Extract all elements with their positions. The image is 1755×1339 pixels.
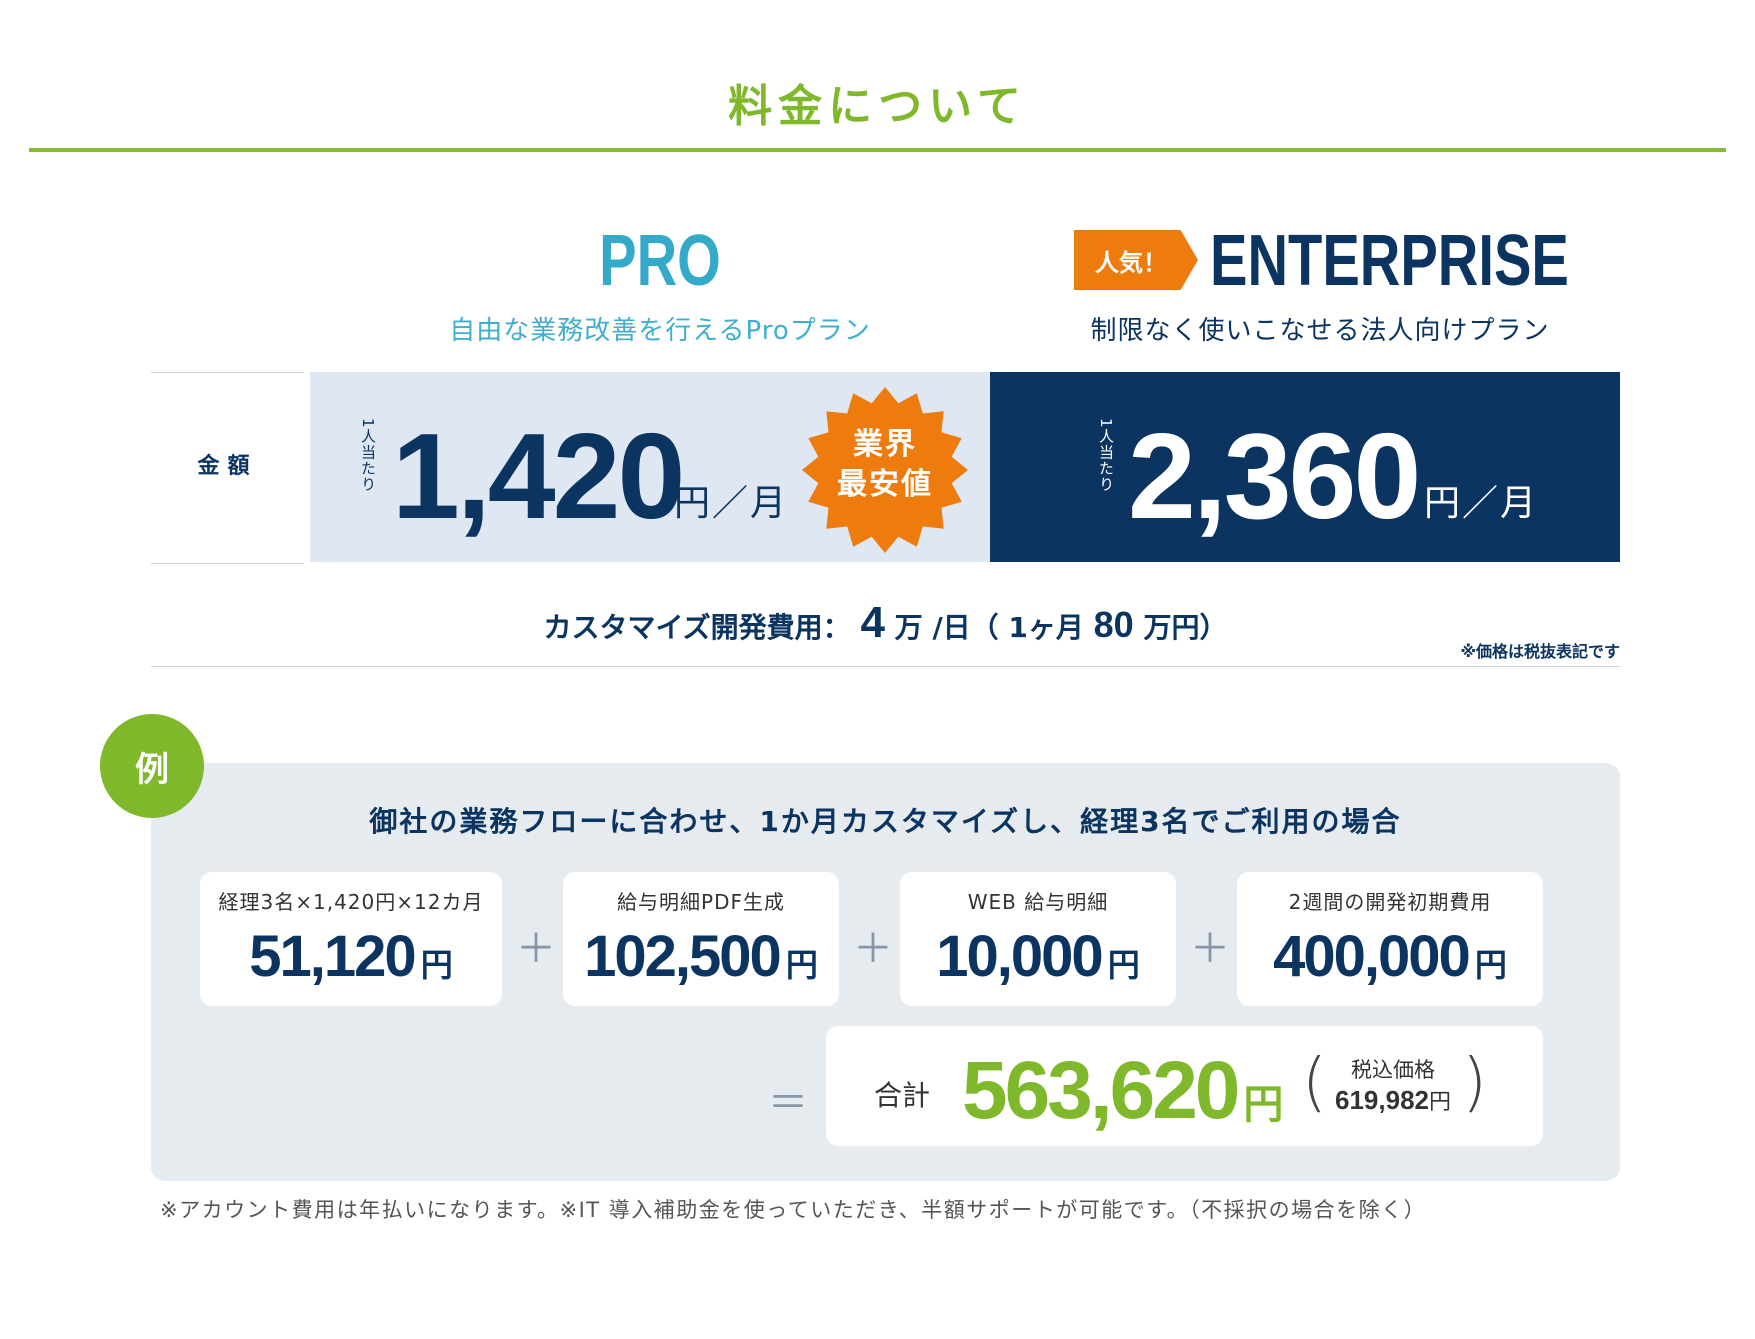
total-label: 合計 (874, 1079, 931, 1112)
item-unit: 円 (1474, 947, 1507, 983)
item-unit: 円 (785, 947, 818, 983)
close-paren: ) (1462, 1046, 1487, 1120)
plus-sign: ＋ (516, 926, 556, 972)
enterprise-per-person-label: 1人当たり (1097, 418, 1115, 493)
price-row-label: 金額 (197, 454, 258, 479)
tax-note: ※価格は税抜表記です (1460, 642, 1620, 661)
tax-included-value: 619,982円 (1328, 1084, 1458, 1116)
pro-price-unit: 円／月 (674, 483, 789, 524)
row-divider-bottom (151, 563, 304, 564)
open-paren: ( (1302, 1046, 1327, 1120)
total-amount: 563,620 (962, 1045, 1240, 1136)
plus-sign: ＋ (853, 926, 893, 972)
customize-cost-line: カスタマイズ開発費用： 4 万 /日（ 1ヶ月 80 万円） (151, 598, 1620, 648)
customize-month-prefix: 1ヶ月 (1008, 611, 1084, 644)
equals-sign: ＝ (768, 1080, 808, 1126)
total-card (826, 1026, 1543, 1146)
item-value: 400,000 円 (1237, 923, 1543, 990)
total-unit: 円 (1243, 1083, 1284, 1127)
item-unit: 円 (1107, 947, 1140, 983)
example-item-card: 2週間の開発初期費用 400,000 円 (1237, 872, 1543, 1006)
item-amount: 10,000 (936, 924, 1103, 989)
example-item-card: 経理3名×1,420円×12カ月 51,120 円 (200, 872, 502, 1006)
lowest-price-badge-text: 業界 最安値 (800, 425, 970, 505)
example-badge: 例 (100, 714, 204, 818)
item-label: 給与明細PDF生成 (617, 890, 785, 914)
item-label: 経理3名×1,420円×12カ月 (218, 890, 484, 914)
pro-plan-name: PRO (599, 221, 721, 301)
item-label: 2週間の開発初期費用 (1288, 890, 1492, 914)
customize-month-unit: 万円） (1143, 611, 1228, 644)
pro-plan-subtitle: 自由な業務改善を行えるProプラン (449, 316, 871, 346)
customize-per-day: /日（ (932, 611, 999, 644)
tax-included-label: 税込価格 (1351, 1058, 1435, 1082)
customize-label: カスタマイズ開発費用： (543, 611, 851, 644)
tax-included-block: 税込価格 619,982円 (1328, 1054, 1458, 1116)
section-divider (151, 666, 1620, 667)
tax-included-amount: 619,982 (1335, 1085, 1429, 1115)
item-amount: 400,000 (1273, 924, 1471, 989)
example-item-card: 給与明細PDF生成 102,500 円 (563, 872, 839, 1006)
item-value: 102,500 円 (563, 923, 839, 990)
page-title: 料金について (728, 81, 1027, 132)
customize-amount-unit: 万 (894, 611, 923, 644)
pro-per-person-label: 1人当たり (359, 418, 377, 493)
total-value: 563,620 円 (962, 1044, 1283, 1138)
lowest-price-starburst-icon (802, 387, 968, 553)
item-value: 10,000 円 (900, 923, 1176, 990)
title-rule (29, 148, 1726, 152)
enterprise-price: 2,360 (1128, 408, 1421, 544)
enterprise-price-cell (990, 372, 1620, 562)
item-amount: 102,500 (584, 924, 782, 989)
badge-line-1: 業界 (853, 427, 917, 462)
pro-price: 1,420 (392, 408, 685, 544)
item-label: WEB 給与明細 (967, 890, 1109, 914)
footnote: ※アカウント費用は年払いになります。※IT 導入補助金を使っていただき、半額サポ… (160, 1198, 1427, 1222)
enterprise-plan-name: ENTERPRISE (1210, 221, 1569, 301)
customize-month-amount: 80 (1093, 604, 1134, 645)
plus-sign: ＋ (1190, 926, 1230, 972)
customize-amount: 4 (860, 598, 885, 647)
enterprise-price-unit: 円／月 (1424, 483, 1539, 524)
enterprise-plan-subtitle: 制限なく使いこなせる法人向けプラン (1090, 316, 1550, 346)
row-divider-top (151, 372, 304, 373)
item-value: 51,120 円 (200, 923, 502, 990)
badge-line-2: 最安値 (837, 467, 933, 502)
tax-included-unit: 円 (1428, 1089, 1451, 1114)
item-unit: 円 (420, 947, 453, 983)
example-heading: 御社の業務フローに合わせ、1か月カスタマイズし、経理3名でご利用の場合 (369, 805, 1402, 838)
item-amount: 51,120 (249, 924, 416, 989)
popular-badge: 人気！ (1074, 230, 1198, 290)
example-item-card: WEB 給与明細 10,000 円 (900, 872, 1176, 1006)
